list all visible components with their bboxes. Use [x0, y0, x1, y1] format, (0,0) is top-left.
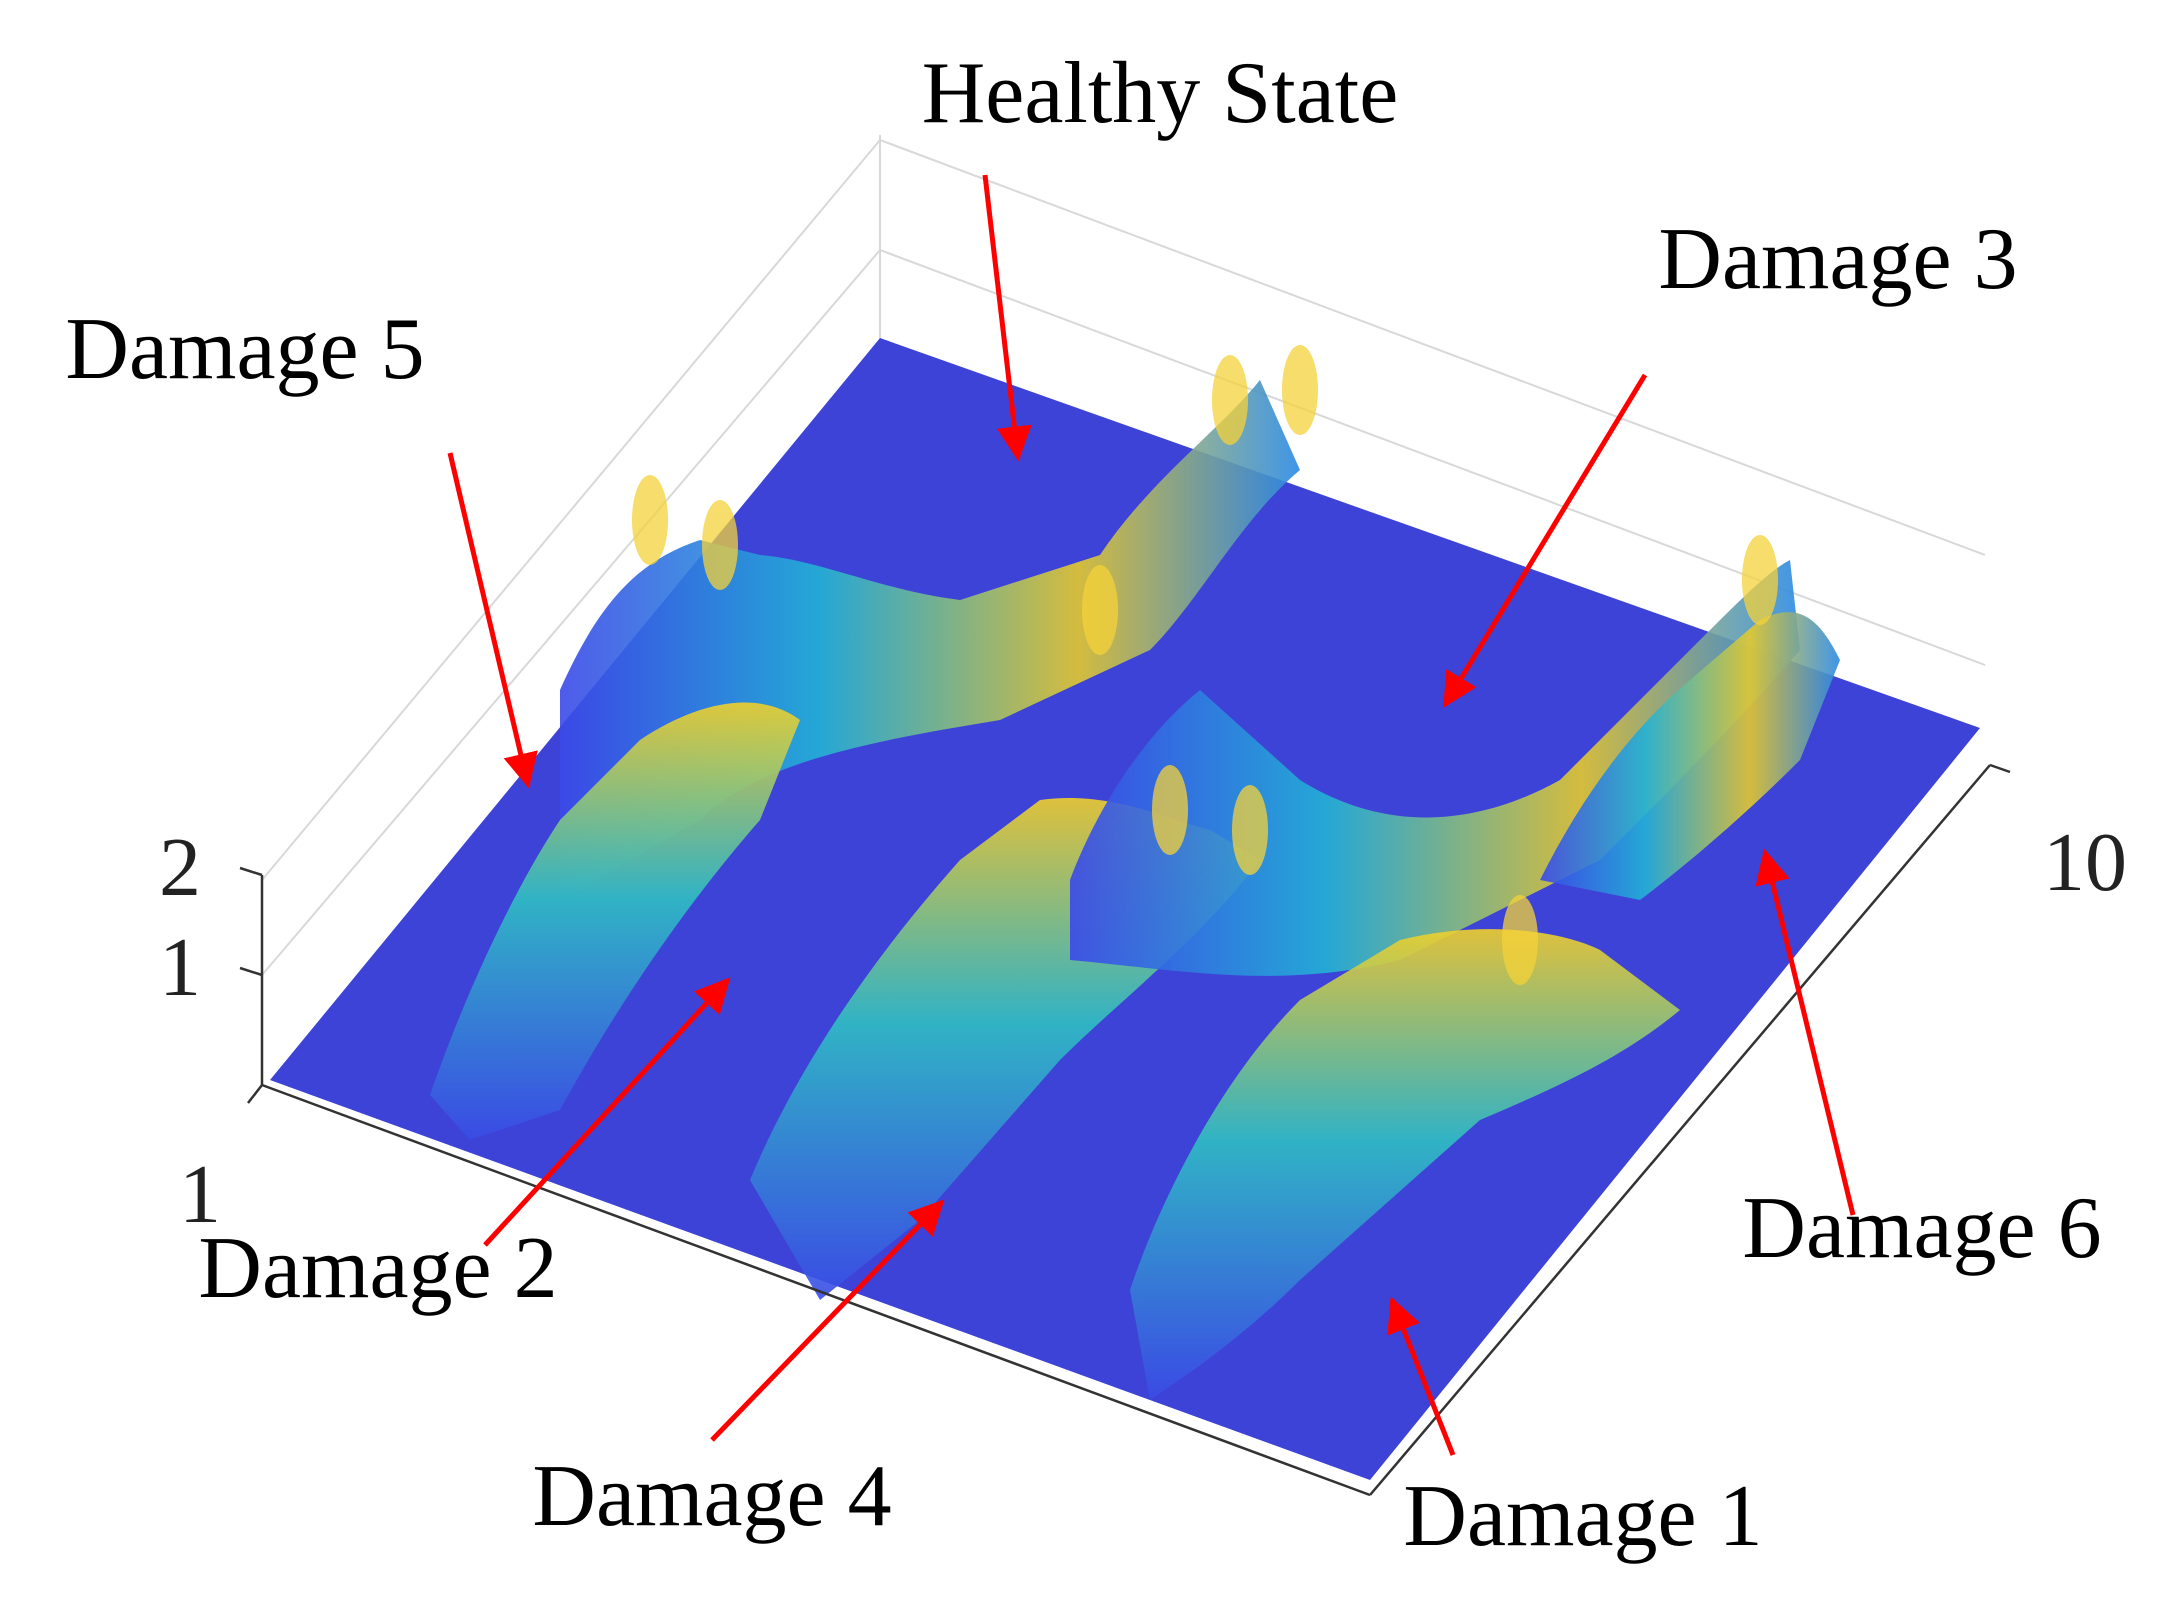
surface-peak: [1152, 765, 1188, 855]
y-tick-label-10: 10: [2043, 816, 2127, 909]
surface-peak: [632, 475, 668, 565]
surface-peak: [1232, 785, 1268, 875]
z-tick-1: [239, 966, 263, 977]
y-axis-line: [1369, 764, 1991, 1496]
label-damage-3: Damage 3: [1658, 211, 2017, 308]
surface-ridges: [430, 345, 1840, 1400]
z-tick-label-2: 2: [159, 821, 201, 914]
y-tick-10: [1989, 763, 2011, 774]
z-tick-label-1: 1: [159, 921, 201, 1014]
back-grid: [261, 135, 1986, 976]
x-tick-label-1: 1: [179, 1148, 221, 1241]
label-damage-1: Damage 1: [1403, 1468, 1762, 1565]
surface-peak: [1502, 895, 1538, 985]
surface-peak: [702, 500, 738, 590]
surface-peak: [1082, 565, 1118, 655]
grid-line: [261, 139, 881, 881]
arrow-d1: [1387, 1296, 1456, 1456]
arrow-d5: [447, 452, 538, 789]
axes: [239, 763, 2011, 1497]
annotation-arrows: [447, 174, 1856, 1456]
grid-line: [879, 139, 1986, 556]
ridge-left: [430, 702, 800, 1140]
z-tick-2: [239, 866, 263, 877]
arrow-d4: [710, 1199, 945, 1442]
label-damage-4: Damage 4: [532, 1448, 891, 1545]
arrow-healthy: [982, 174, 1032, 462]
surface-peak: [1212, 355, 1248, 445]
surface-peak: [1742, 535, 1778, 625]
grid-line: [261, 249, 881, 976]
label-healthy-state: Healthy State: [922, 45, 1399, 142]
arrow-d2: [483, 977, 731, 1247]
grid-line: [879, 249, 1986, 666]
arrow-d6: [1755, 848, 1856, 1216]
arrow-d3: [1442, 373, 1648, 708]
label-damage-6: Damage 6: [1742, 1180, 2101, 1277]
ridge-right-back: [1540, 612, 1840, 900]
surface-peak: [1282, 345, 1318, 435]
label-damage-2: Damage 2: [198, 1220, 557, 1317]
label-damage-5: Damage 5: [65, 301, 424, 398]
x-axis-line: [261, 1083, 1371, 1497]
x-tick-1: [247, 1084, 263, 1104]
ridge-front-right: [1130, 929, 1680, 1400]
